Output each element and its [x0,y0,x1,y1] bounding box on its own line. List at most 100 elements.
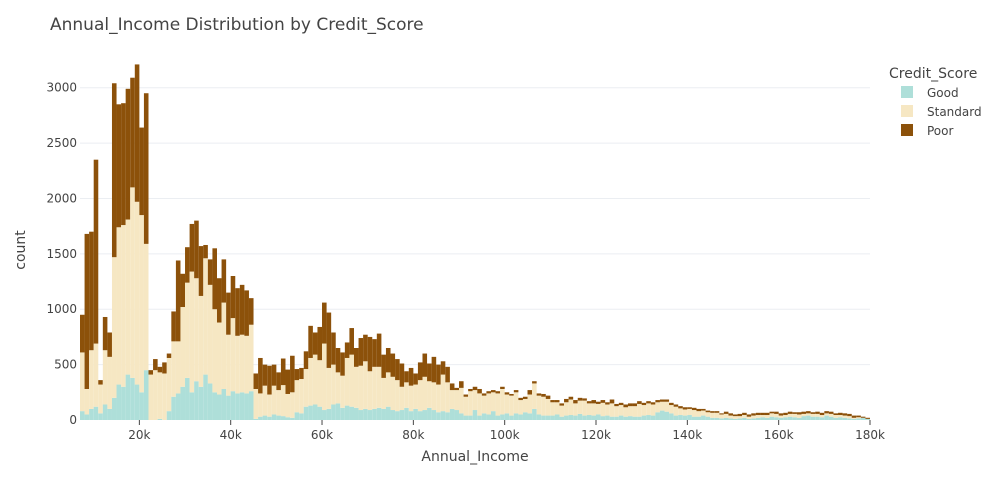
bar-poor[interactable] [399,363,405,387]
bar-poor[interactable] [733,414,738,417]
bar-poor[interactable] [363,334,368,362]
bar-poor[interactable] [769,411,775,414]
bar-good[interactable] [760,417,765,420]
bar-poor[interactable] [669,402,674,406]
bar-poor[interactable] [130,77,135,188]
bar-good[interactable] [175,393,181,420]
bar-standard[interactable] [385,372,391,407]
bar-standard[interactable] [751,415,756,419]
bar-poor[interactable] [385,348,391,373]
bar-good[interactable] [591,415,597,420]
bar-good[interactable] [116,384,122,420]
bar-good[interactable] [769,416,775,420]
bar-good[interactable] [372,408,377,420]
bar-poor[interactable] [376,333,382,367]
bar-good[interactable] [564,415,569,420]
bar-good[interactable] [285,417,291,420]
bar-standard[interactable] [422,376,428,411]
bar-standard[interactable] [650,404,656,416]
bar-standard[interactable] [527,394,533,414]
bar-good[interactable] [436,412,441,420]
bar-standard[interactable] [413,384,418,409]
bar-good[interactable] [125,374,131,420]
bar-poor[interactable] [449,383,455,391]
bar-poor[interactable] [637,401,642,404]
bar-poor[interactable] [317,326,323,361]
bar-poor[interactable] [162,362,167,374]
bar-poor[interactable] [627,403,633,407]
bar-good[interactable] [98,413,103,420]
bar-standard[interactable] [618,405,624,416]
bar-good[interactable] [262,415,268,420]
bar-standard[interactable] [605,404,610,416]
bar-good[interactable] [235,393,240,420]
bar-good[interactable] [545,415,551,420]
bar-poor[interactable] [490,390,496,393]
bar-good[interactable] [792,417,797,420]
bar-poor[interactable] [194,220,199,279]
bar-good[interactable] [139,392,144,420]
bar-standard[interactable] [801,413,807,417]
bar-standard[interactable] [833,415,839,418]
legend-item-poor[interactable]: Poor [901,124,953,138]
bar-poor[interactable] [344,342,350,358]
bar-good[interactable] [764,417,770,420]
bar-standard[interactable] [705,412,711,417]
bar-standard[interactable] [226,334,231,396]
bar-standard[interactable] [691,410,697,417]
bar-good[interactable] [541,415,546,420]
bar-standard[interactable] [98,384,103,414]
bar-good[interactable] [810,416,816,420]
bar-standard[interactable] [166,357,172,412]
bar-poor[interactable] [664,399,670,402]
bar-poor[interactable] [609,399,615,404]
bar-good[interactable] [390,410,396,420]
bar-good[interactable] [691,416,697,420]
bar-good[interactable] [102,404,108,420]
bar-standard[interactable] [212,309,217,393]
bar-poor[interactable] [564,398,569,403]
bar-standard[interactable] [134,201,140,385]
bar-standard[interactable] [80,352,85,412]
bar-standard[interactable] [322,343,327,411]
bar-poor[interactable] [632,403,638,407]
bar-poor[interactable] [472,386,478,391]
bar-good[interactable] [185,377,190,420]
bar-standard[interactable] [317,360,323,407]
bar-good[interactable] [381,408,386,420]
bar-poor[interactable] [326,312,332,368]
bar-poor[interactable] [280,358,286,386]
bar-poor[interactable] [93,159,99,344]
bar-poor[interactable] [568,396,574,400]
bar-standard[interactable] [746,416,752,419]
bar-poor[interactable] [367,336,373,372]
bar-poor[interactable] [481,393,487,396]
bar-poor[interactable] [550,400,555,403]
bar-good[interactable] [856,418,861,420]
bar-good[interactable] [733,418,738,420]
bar-poor[interactable] [468,388,473,392]
bar-poor[interactable] [454,387,460,391]
bar-standard[interactable] [554,402,560,415]
bar-standard[interactable] [778,415,784,418]
bar-good[interactable] [860,417,866,420]
bar-poor[interactable] [819,412,825,416]
bar-good[interactable] [157,418,163,420]
bar-good[interactable] [673,415,679,420]
bar-good[interactable] [865,418,870,420]
bar-standard[interactable] [294,380,300,413]
bar-poor[interactable] [271,364,277,386]
bar-good[interactable] [522,412,528,420]
legend-item-good[interactable]: Good [901,86,959,100]
bar-poor[interactable] [477,388,482,394]
bar-standard[interactable] [148,374,154,420]
bar-standard[interactable] [185,282,190,378]
bar-poor[interactable] [267,365,272,395]
bar-standard[interactable] [353,366,359,408]
bar-standard[interactable] [431,382,437,411]
bar-good[interactable] [445,412,450,420]
bar-standard[interactable] [130,187,135,378]
bar-poor[interactable] [290,355,295,393]
bar-standard[interactable] [312,354,318,405]
bar-poor[interactable] [673,404,679,407]
